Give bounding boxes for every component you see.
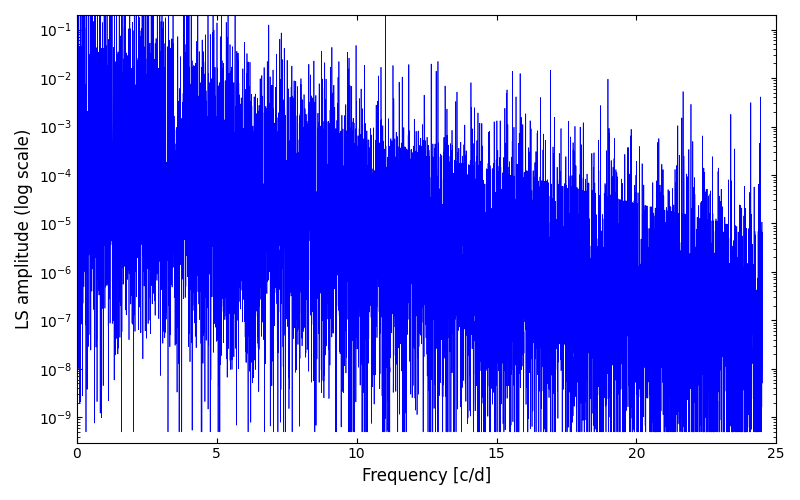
X-axis label: Frequency [c/d]: Frequency [c/d]	[362, 467, 491, 485]
Y-axis label: LS amplitude (log scale): LS amplitude (log scale)	[15, 128, 33, 329]
